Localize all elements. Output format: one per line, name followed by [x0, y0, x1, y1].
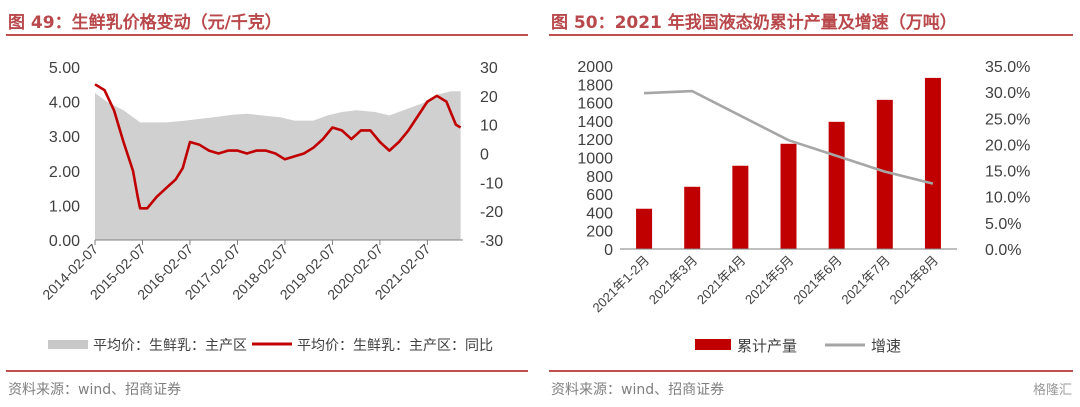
- y-left-tick-label: 400: [586, 205, 613, 222]
- right-footer-rule: [549, 370, 1073, 372]
- y-right-tick-label: 20.0%: [985, 137, 1030, 154]
- x-tick-label: 2021年6月: [790, 253, 845, 308]
- right-source-note: 资料来源：wind、招商证券: [551, 382, 725, 398]
- y-right-tick-label: 10.0%: [985, 190, 1030, 207]
- y-left-tick-label: 2.00: [49, 164, 80, 181]
- left-chart-title: 图 49：生鲜乳价格变动（元/千克）: [8, 13, 282, 33]
- y-left-tick-label: 4.00: [49, 95, 80, 112]
- right-title-rule: [549, 34, 1073, 36]
- y-right-tick-label: 30: [480, 60, 498, 77]
- legend-label-line: 平均价：生鲜乳：主产区：同比: [297, 337, 493, 353]
- y-left-tick-label: 0: [604, 242, 613, 259]
- right-chart: 200018001600140012001000800600400200035.…: [577, 59, 1030, 355]
- x-tick-label: 2021年5月: [742, 253, 797, 308]
- right-line-series: [644, 89, 934, 185]
- x-tick-label: 2021年3月: [646, 253, 701, 308]
- y-left-tick-label: 1600: [577, 96, 613, 113]
- x-tick-label: 2021年4月: [694, 253, 749, 308]
- y-right-tick-label: 5.0%: [985, 216, 1021, 233]
- y-left-tick-label: 200: [586, 224, 613, 241]
- bar-7: [924, 77, 941, 249]
- y-left-tick-label: 1000: [577, 151, 613, 168]
- y-right-tick-label: -30: [480, 233, 503, 250]
- area-fill: [95, 91, 461, 240]
- y-left-tick-label: 0.00: [49, 233, 80, 250]
- bar-3: [732, 165, 749, 249]
- y-left-tick-label: 1800: [577, 77, 613, 94]
- y-right-tick-label: 0: [480, 147, 489, 164]
- right-chart-title: 图 50：2021 年我国液态奶累计产量及增速（万吨）: [551, 13, 957, 33]
- left-title-rule: [6, 34, 528, 36]
- y-right-tick-label: 30.0%: [985, 85, 1030, 102]
- y-left-tick-label: 1.00: [49, 198, 80, 215]
- y-right-tick-label: 15.0%: [985, 164, 1030, 181]
- legend-label-bar: 累计产量: [737, 338, 797, 355]
- bar-5: [828, 121, 845, 249]
- right-bar-series: [636, 77, 941, 249]
- left-line-series: [94, 83, 462, 210]
- y-left-tick-label: 600: [586, 187, 613, 204]
- left-area-series: [95, 91, 461, 240]
- x-tick-label: 2021年7月: [838, 253, 893, 308]
- yoy-line: [94, 83, 462, 210]
- left-chart: 5.00 4.00 3.00 2.00 1.00 0.00 30 20 10 0 -10 -20 -30…: [39, 60, 503, 353]
- watermark-logo: 格隆汇: [1032, 383, 1072, 398]
- y-left-tick-label: 5.00: [49, 60, 80, 77]
- bar-2: [684, 186, 701, 249]
- y-right-tick-label: 20: [480, 89, 498, 106]
- legend-label-line: 增速: [871, 338, 901, 355]
- y-left-tick-label: 2000: [577, 59, 613, 76]
- legend-swatch-area: [48, 340, 88, 349]
- y-right-tick-label: 35.0%: [985, 59, 1030, 76]
- legend-swatch-bar: [695, 339, 731, 350]
- x-tick-label: 2021年8月: [886, 253, 941, 308]
- bar-6: [876, 99, 893, 249]
- y-right-tick-label: 10: [480, 118, 498, 135]
- y-left-tick-label: 800: [586, 169, 613, 186]
- bar-4: [780, 143, 797, 249]
- y-left-tick-label: 1200: [577, 132, 613, 149]
- y-right-tick-label: 0.0%: [985, 242, 1021, 259]
- x-tick-label: 2021年1-2月: [589, 253, 652, 316]
- growth-line: [644, 89, 934, 185]
- left-footer-rule: [6, 370, 528, 372]
- y-left-tick-label: 1400: [577, 114, 613, 131]
- y-right-tick-label: -20: [480, 204, 503, 221]
- y-right-tick-label: -10: [480, 175, 503, 192]
- legend-label-area: 平均价：生鲜乳：主产区: [93, 337, 247, 353]
- y-left-tick-label: 3.00: [49, 129, 80, 146]
- left-source-note: 资料来源：wind、招商证券: [8, 382, 182, 398]
- bar-1: [636, 208, 653, 249]
- y-right-tick-label: 25.0%: [985, 111, 1030, 128]
